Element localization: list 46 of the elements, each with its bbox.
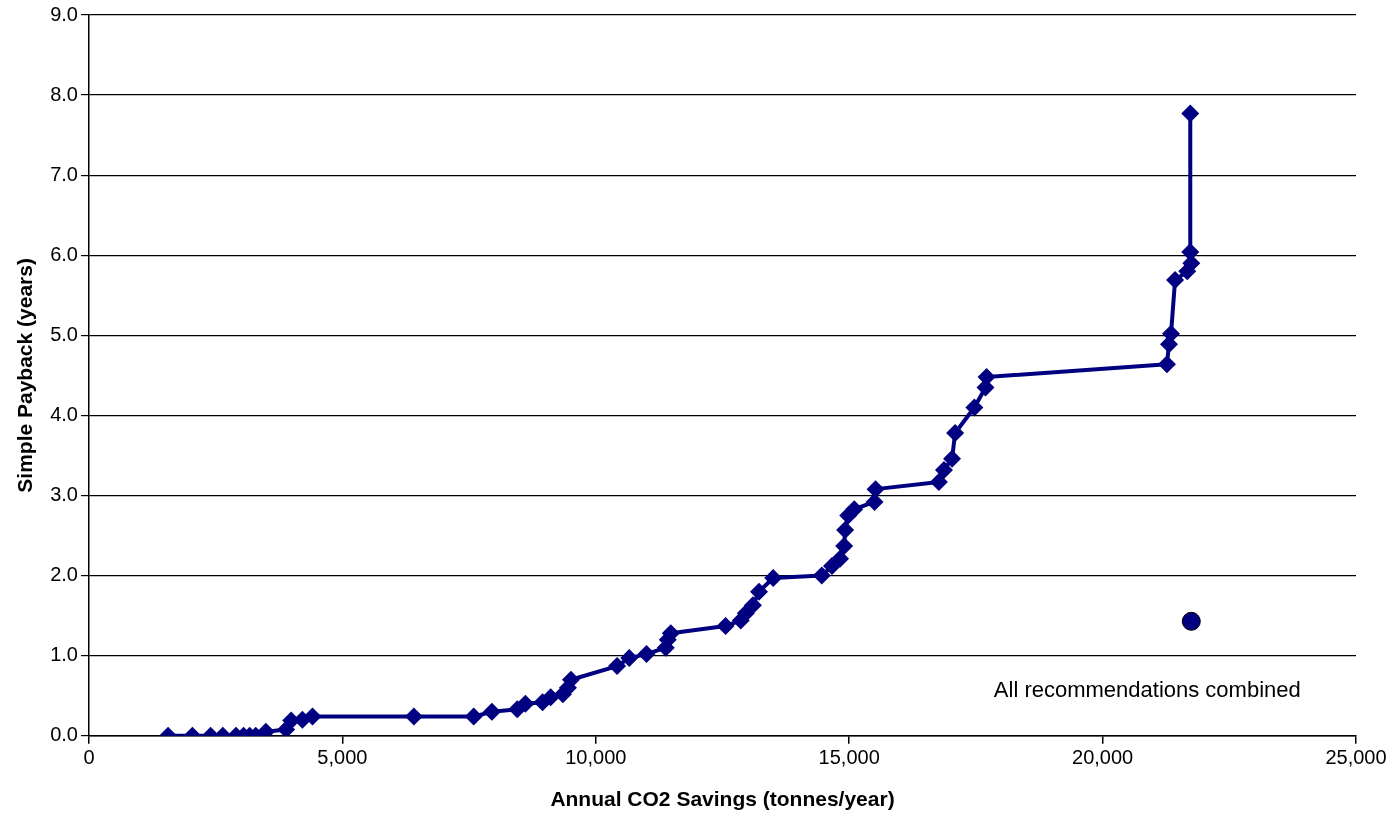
- point: [1181, 611, 1201, 631]
- point: [464, 707, 483, 726]
- point: [835, 536, 854, 555]
- point: [482, 702, 501, 721]
- point: [716, 617, 735, 636]
- y-tick-label: 0.0: [50, 723, 78, 746]
- point: [637, 645, 656, 664]
- point: [866, 480, 885, 499]
- point: [608, 657, 627, 676]
- point: [303, 707, 322, 726]
- point: [516, 694, 535, 713]
- y-tick-label: 5.0: [50, 322, 78, 345]
- point: [831, 549, 850, 568]
- point: [749, 582, 768, 601]
- x-tick-label: 5,000: [317, 746, 368, 769]
- point: [934, 460, 953, 479]
- y-tick-label: 4.0: [50, 402, 78, 425]
- point: [1166, 271, 1185, 290]
- y-tick-label: 3.0: [50, 483, 78, 506]
- point: [404, 707, 423, 726]
- x-tick-label: 25,000: [1325, 746, 1387, 769]
- y-tick-label: 2.0: [50, 563, 78, 586]
- point: [965, 398, 984, 417]
- x-tick-label: 15,000: [818, 746, 880, 769]
- point: [943, 449, 962, 468]
- y-tick-label: 7.0: [50, 162, 78, 185]
- point: [946, 424, 965, 443]
- point: [743, 596, 762, 615]
- x-tick-label: 0: [83, 746, 95, 769]
- point: [845, 500, 864, 519]
- point: [620, 649, 639, 668]
- y-axis-title: Simple Payback (years): [13, 258, 37, 493]
- annotation: All recommendations combined: [993, 677, 1301, 703]
- point: [764, 569, 783, 588]
- point: [1157, 355, 1176, 374]
- y-tick-label: 6.0: [50, 242, 78, 265]
- point: [1181, 104, 1200, 123]
- point: [836, 520, 855, 539]
- y-tick-label: 9.0: [50, 2, 78, 25]
- x-axis-title: Annual CO2 Savings (tonnes/year): [550, 787, 895, 811]
- point: [812, 566, 831, 585]
- y-tick-label: 8.0: [50, 82, 78, 105]
- x-tick-label: 20,000: [1072, 746, 1134, 769]
- point: [929, 472, 948, 491]
- x-tick-label: 10,000: [565, 746, 627, 769]
- y-tick-label: 1.0: [50, 643, 78, 666]
